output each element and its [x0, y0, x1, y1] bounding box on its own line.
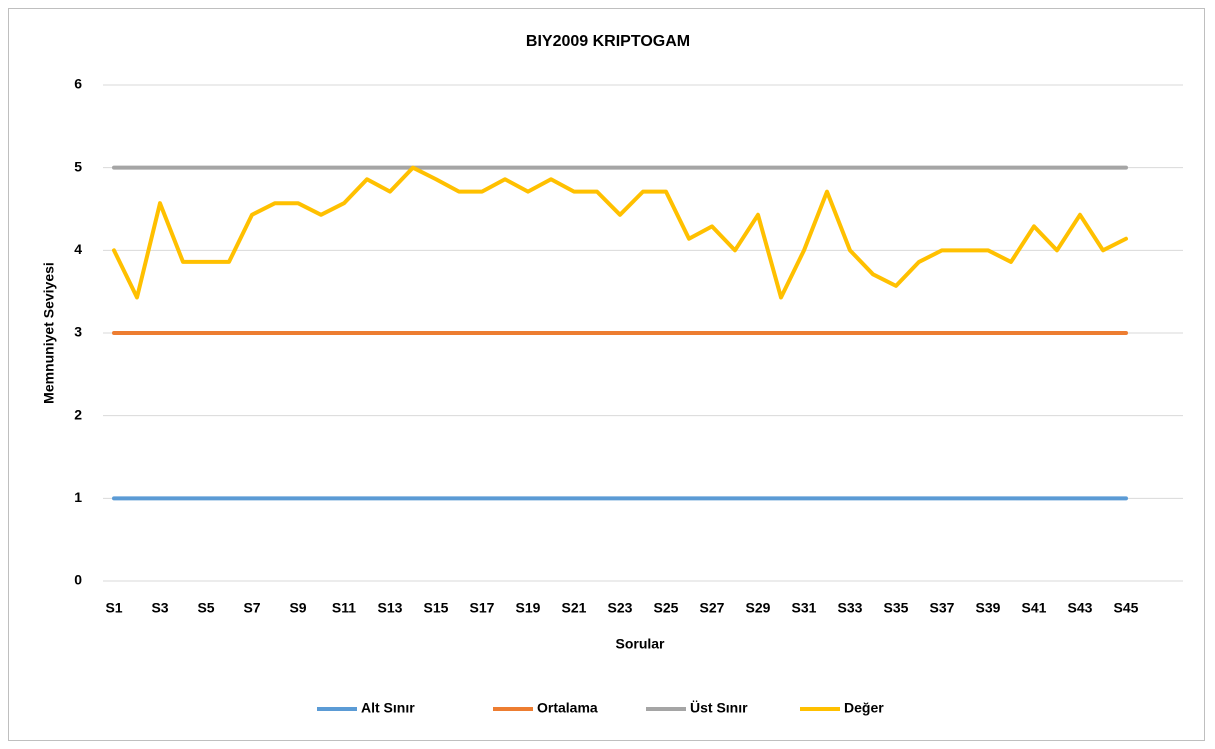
x-tick-label: S41	[1022, 600, 1047, 616]
x-tick-label: S43	[1068, 600, 1093, 616]
x-tick-label: S39	[976, 600, 1001, 616]
x-tick-label: S29	[746, 600, 771, 616]
y-axis-label: Memnuniyet Seviyesi	[41, 262, 57, 404]
x-axis-label: Sorular	[615, 636, 665, 652]
y-tick-label: 3	[74, 324, 82, 340]
x-tick-label: S3	[151, 600, 168, 616]
x-tick-label: S21	[562, 600, 587, 616]
legend-label: Alt Sınır	[361, 700, 415, 716]
y-tick-label: 4	[74, 241, 82, 257]
chart-border	[8, 8, 1205, 741]
chart-title: BIY2009 KRIPTOGAM	[526, 33, 690, 50]
y-tick-label: 1	[74, 489, 82, 505]
x-tick-label: S25	[654, 600, 679, 616]
x-tick-label: S37	[930, 600, 955, 616]
x-tick-label: S31	[792, 600, 817, 616]
x-tick-label: S7	[243, 600, 260, 616]
x-tick-label: S11	[332, 600, 356, 616]
y-tick-label: 5	[74, 158, 82, 174]
x-tick-label: S13	[378, 600, 403, 616]
series-line	[112, 165, 1128, 300]
legend-label: Ortalama	[537, 700, 598, 716]
y-tick-label: 6	[74, 76, 82, 92]
x-tick-label: S15	[424, 600, 449, 616]
x-tick-label: S9	[289, 600, 306, 616]
x-tick-label: S17	[470, 600, 495, 616]
x-tick-label: S5	[197, 600, 214, 616]
y-tick-label: 0	[74, 572, 82, 588]
x-tick-label: S1	[105, 600, 122, 616]
x-tick-label: S27	[700, 600, 725, 616]
x-tick-label: S33	[838, 600, 863, 616]
x-tick-label: S23	[608, 600, 633, 616]
legend-label: Üst Sınır	[690, 700, 748, 716]
y-tick-label: 2	[74, 406, 82, 422]
legend-label: Değer	[844, 700, 884, 716]
x-tick-label: S19	[516, 600, 541, 616]
x-tick-label: S45	[1114, 600, 1139, 616]
x-tick-label: S35	[884, 600, 909, 616]
